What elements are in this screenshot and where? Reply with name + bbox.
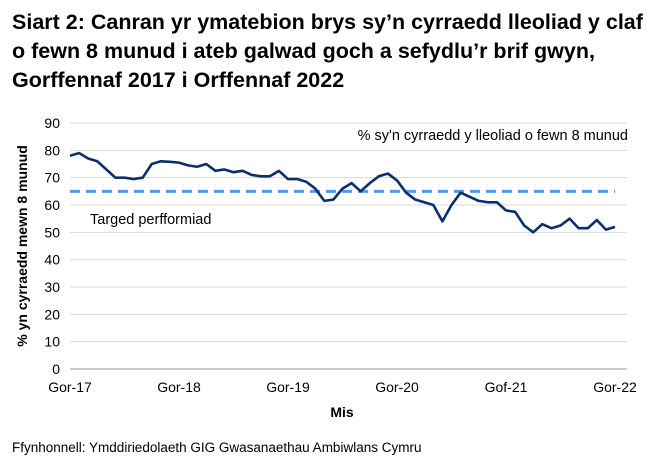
x-tick-label: Gor-19 — [266, 379, 310, 395]
y-tick-label: 70 — [44, 170, 60, 186]
x-tick-label: Gor-20 — [375, 379, 419, 395]
x-tick-label: Gor-18 — [157, 379, 201, 395]
y-tick-label: 80 — [44, 142, 60, 158]
chart-title: Siart 2: Canran yr ymatebion brys sy’n c… — [12, 10, 643, 92]
y-tick-label: 40 — [44, 252, 60, 268]
y-tick-label: 10 — [44, 334, 60, 350]
y-axis-label: % yn cyrraedd mewn 8 munud — [14, 145, 30, 347]
y-tick-label: 20 — [44, 306, 60, 322]
x-tick-label: Gof-21 — [485, 379, 528, 395]
x-tick-label: Gor-22 — [593, 379, 637, 395]
x-tick-label: Gor-17 — [48, 379, 92, 395]
y-tick-label: 30 — [44, 279, 60, 295]
series-label: % sy'n cyrraedd y lleoliad o fewn 8 munu… — [358, 128, 628, 144]
source-note: Ffynhonnell: Ymddiriedolaeth GIG Gwasana… — [12, 440, 422, 455]
y-tick-label: 50 — [44, 224, 60, 240]
x-axis-label: Mis — [330, 404, 354, 420]
target-label: Targed perfformiad — [90, 212, 211, 228]
y-tick-label: 90 — [44, 115, 60, 131]
y-tick-label: 0 — [52, 361, 60, 377]
y-tick-label: 60 — [44, 197, 60, 213]
